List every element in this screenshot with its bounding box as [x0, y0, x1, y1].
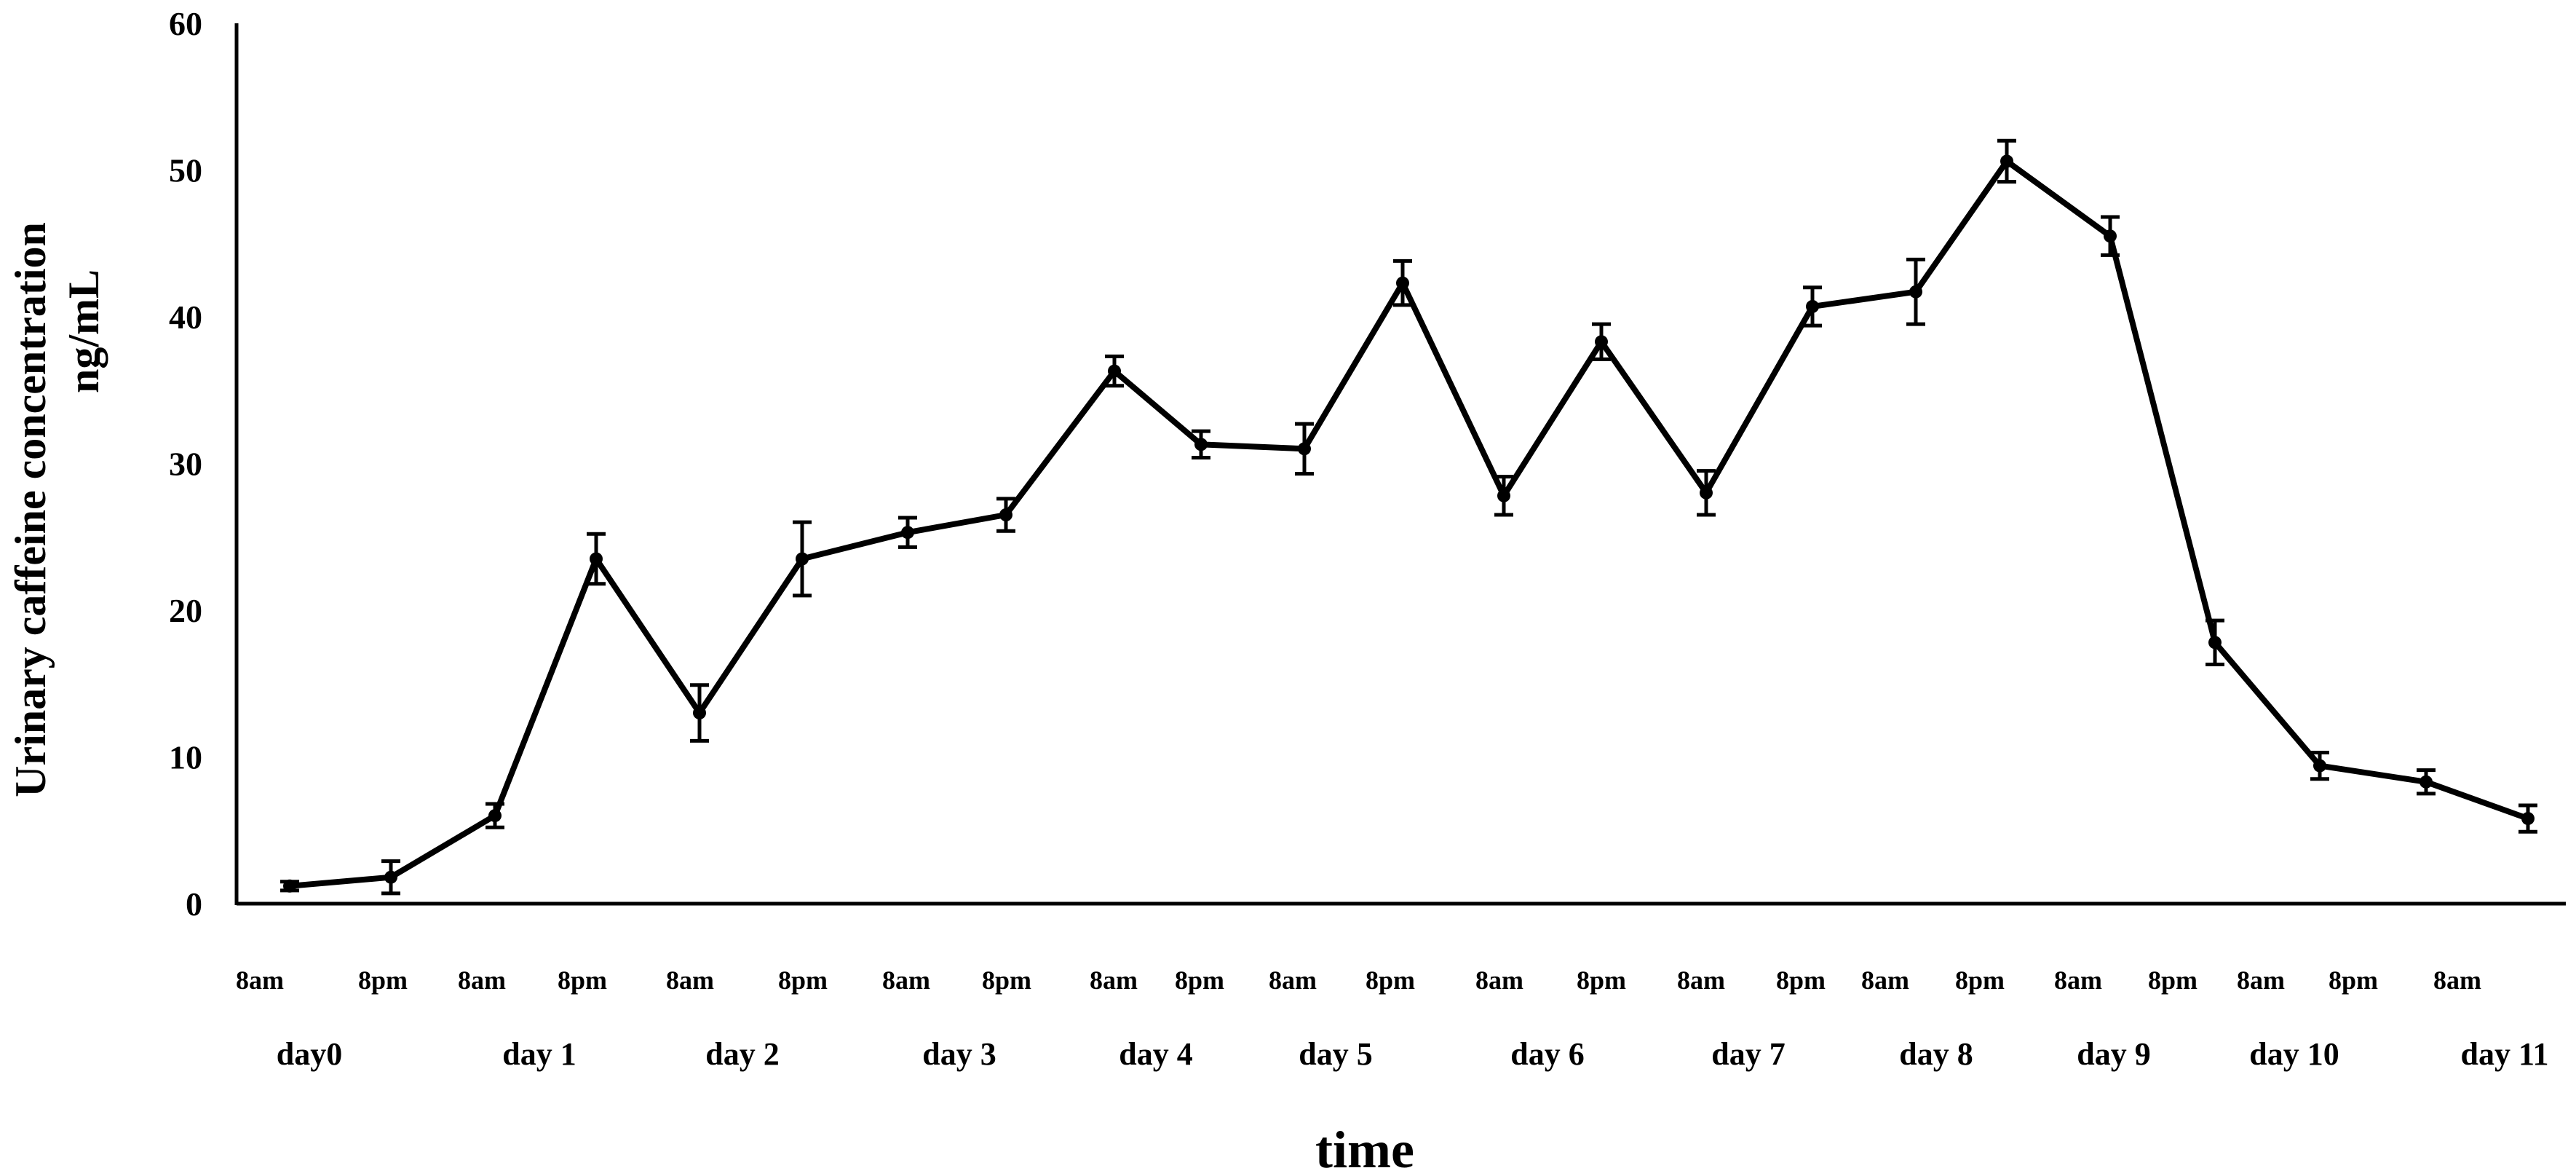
x-time-label: 8am: [1475, 966, 1523, 995]
data-point: [2208, 636, 2222, 650]
data-point: [1396, 276, 1409, 290]
x-time-label: 8pm: [2148, 966, 2197, 995]
x-time-label: 8pm: [1175, 966, 1224, 995]
data-point: [2313, 759, 2326, 773]
x-axis-title: time: [1315, 1121, 1414, 1176]
x-time-label: 8pm: [2329, 966, 2378, 995]
y-axis-title-line2: ng/mL: [60, 269, 108, 393]
data-point: [796, 552, 809, 566]
x-day-label: day 10: [2249, 1036, 2339, 1072]
x-day-label: day0: [277, 1036, 342, 1072]
data-point: [2420, 775, 2433, 789]
y-tick-label: 50: [169, 152, 202, 189]
x-time-label: 8am: [1269, 966, 1317, 995]
data-point: [1595, 335, 1608, 349]
x-time-label: 8am: [2237, 966, 2285, 995]
data-point: [590, 552, 603, 566]
data-point: [1497, 489, 1510, 502]
x-time-label: 8pm: [558, 966, 607, 995]
x-day-label: day 8: [1899, 1036, 1973, 1072]
data-point: [693, 706, 706, 719]
x-time-labels: 8am 8pm 8am 8pm 8am 8pm 8am 8pm 8am 8pm 8am 8pm 8am 8…: [236, 966, 2481, 995]
x-time-label: 8pm: [982, 966, 1031, 995]
y-axis-title: Urinary caffeine concentration ng/mL: [7, 222, 108, 797]
x-time-label: 8am: [1090, 966, 1138, 995]
data-point: [1700, 486, 1713, 500]
x-time-label: 8am: [458, 966, 506, 995]
data-point: [2521, 812, 2535, 826]
data-point: [488, 809, 502, 823]
x-day-label: day 9: [2077, 1036, 2150, 1072]
x-time-label: 8am: [666, 966, 714, 995]
y-tick-label: 60: [169, 5, 202, 42]
data-point: [2104, 229, 2117, 243]
x-day-label: day 6: [1510, 1036, 1584, 1072]
x-time-label: 8am: [882, 966, 930, 995]
x-day-label: day 7: [1711, 1036, 1785, 1072]
data-point: [901, 526, 914, 540]
x-time-label: 8pm: [1577, 966, 1626, 995]
data-point: [283, 879, 296, 893]
x-time-label: 8pm: [1366, 966, 1415, 995]
y-tick-labels: 0 10 20 30 40 50 60: [169, 5, 202, 923]
x-time-label: 8am: [1861, 966, 1909, 995]
x-day-labels: day0 day 1 day 2 day 3 day 4 day 5 day 6 day 7 d…: [277, 1036, 2549, 1072]
data-points: [283, 154, 2535, 893]
x-day-label: day 3: [922, 1036, 996, 1072]
x-day-label: day 1: [502, 1036, 576, 1072]
data-point: [999, 508, 1012, 521]
x-time-label: 8pm: [1776, 966, 1826, 995]
data-point: [1806, 299, 1819, 313]
x-day-label: day 4: [1119, 1036, 1192, 1072]
y-tick-label: 20: [169, 592, 202, 629]
y-tick-label: 0: [186, 885, 202, 923]
x-day-label: day 11: [2460, 1036, 2548, 1072]
x-time-label: 8am: [1677, 966, 1725, 995]
y-tick-label: 30: [169, 446, 202, 483]
x-time-label: 8pm: [778, 966, 828, 995]
error-bars: [280, 138, 2537, 896]
y-axis-title-line1: Urinary caffeine concentration: [7, 222, 55, 797]
x-day-label: day 5: [1299, 1036, 1372, 1072]
data-point: [1909, 285, 1922, 299]
x-time-label: 8am: [2054, 966, 2102, 995]
x-time-label: 8pm: [358, 966, 408, 995]
data-point: [1108, 364, 1121, 378]
data-point: [1194, 438, 1208, 451]
x-time-label: 8am: [2433, 966, 2481, 995]
data-point: [1298, 442, 1311, 456]
x-time-label: 8pm: [1955, 966, 2005, 995]
series-line: [289, 158, 2529, 889]
data-point: [384, 870, 397, 884]
y-tick-label: 10: [169, 739, 202, 776]
y-tick-label: 40: [169, 299, 202, 336]
x-day-label: day 2: [705, 1036, 779, 1072]
x-time-label: 8am: [236, 966, 284, 995]
data-point: [2000, 154, 2013, 168]
